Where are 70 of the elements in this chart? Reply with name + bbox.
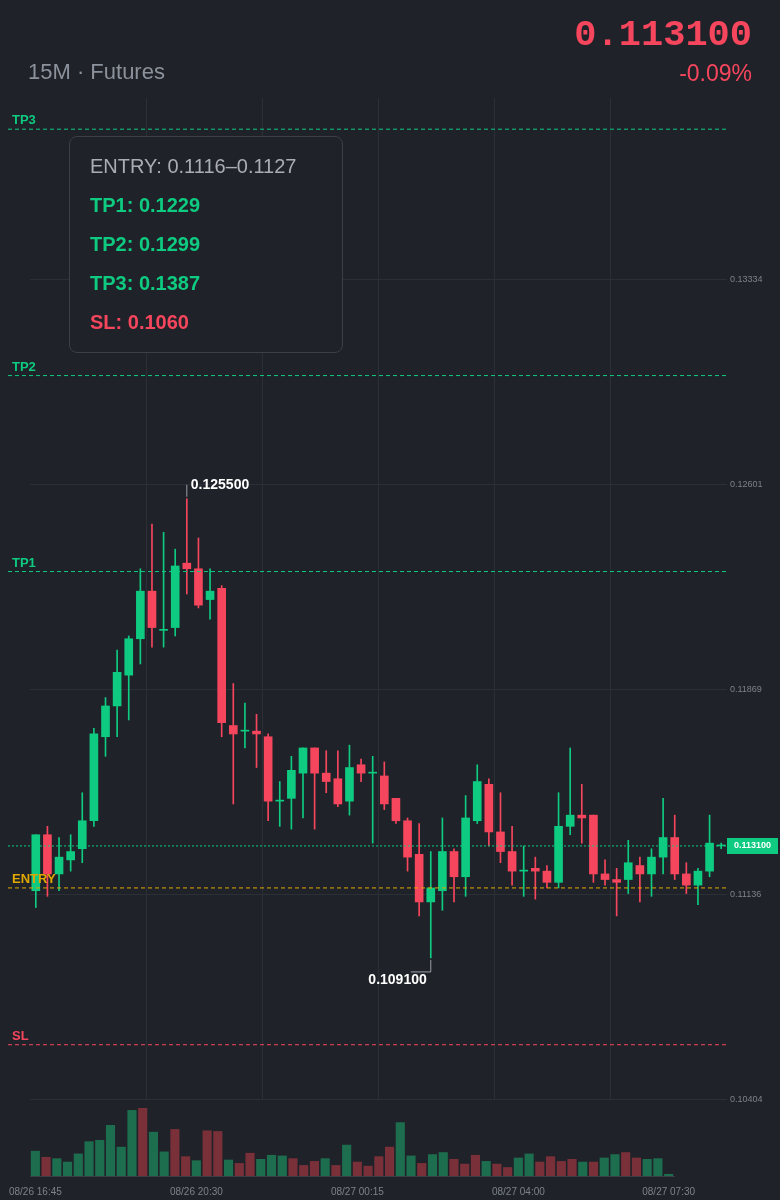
bar [535,1161,545,1176]
y-tick-label: 0.12601 [730,478,763,489]
annotation: SL: 0.1060 [90,310,190,335]
bar [277,1155,287,1176]
bar [524,1153,534,1176]
bar [309,1161,319,1176]
bar [63,1161,73,1176]
bar [427,1154,438,1176]
candlestick [321,750,331,794]
chart-subtitle: 15M · Futures [28,59,165,85]
bar [170,1129,180,1176]
bar [621,1152,631,1176]
bar [41,1156,51,1176]
bar [546,1156,556,1176]
candlestick [635,856,645,903]
bar [438,1152,448,1176]
bar [342,1144,352,1176]
bar [224,1159,234,1176]
bar [352,1161,362,1176]
candlestick [531,856,540,900]
bar [513,1157,523,1176]
bar [148,1131,158,1176]
bar [256,1159,266,1176]
annotation: TP2: 0.1299 [90,232,202,257]
bar [105,1125,116,1176]
bar [588,1161,599,1176]
bar [30,1150,40,1176]
x-tick-label: 08/26 16:45 [8,1185,63,1197]
annotation: ENTRY: 0.1116–0.1127 [90,154,298,179]
bar [331,1165,341,1176]
bar [470,1154,480,1176]
bar [503,1167,513,1176]
candlestick [565,747,575,836]
x-tick-label: 08/27 07:30 [642,1185,696,1197]
ref-line-label: TP3 [12,112,36,128]
x-tick-label: 08/27 04:00 [491,1185,546,1197]
bar [664,1173,674,1176]
bar [266,1154,277,1176]
bar [492,1163,502,1176]
bar [481,1161,491,1176]
bar [52,1158,62,1176]
annotation: 0.109100 [368,970,427,987]
bar [631,1157,641,1176]
annotation: TP3: 0.1387 [90,271,202,296]
x-tick-label: 08/26 20:30 [169,1185,224,1197]
annotation: 0.125500 [190,475,250,492]
x-tick-label: 08/27 00:15 [330,1185,385,1197]
bar [320,1158,330,1176]
ref-line-label: TP1 [12,554,36,570]
ref-line-label: 0.113100 [733,840,772,851]
bar [385,1146,395,1176]
candlestick [577,784,587,844]
text: 0.113100 [574,14,752,56]
candlestick [182,498,192,595]
y-tick-label: 0.11136 [730,889,762,900]
bar [191,1160,201,1176]
bar [159,1151,169,1176]
candlestick [228,683,238,805]
annotation: TP1: 0.1229 [90,193,202,218]
bar [181,1156,191,1176]
bar [417,1163,427,1176]
ref-line-label: SL [12,1027,29,1043]
y-tick-label: 0.13334 [730,273,763,284]
bar [578,1161,588,1176]
bar [138,1108,148,1176]
y-tick-label: 0.11869 [730,683,762,694]
candlestick [426,851,436,959]
ref-line-label: TP2 [12,358,36,374]
y-tick-label: 0.10404 [730,1094,763,1105]
text: -0.09% [679,60,752,87]
